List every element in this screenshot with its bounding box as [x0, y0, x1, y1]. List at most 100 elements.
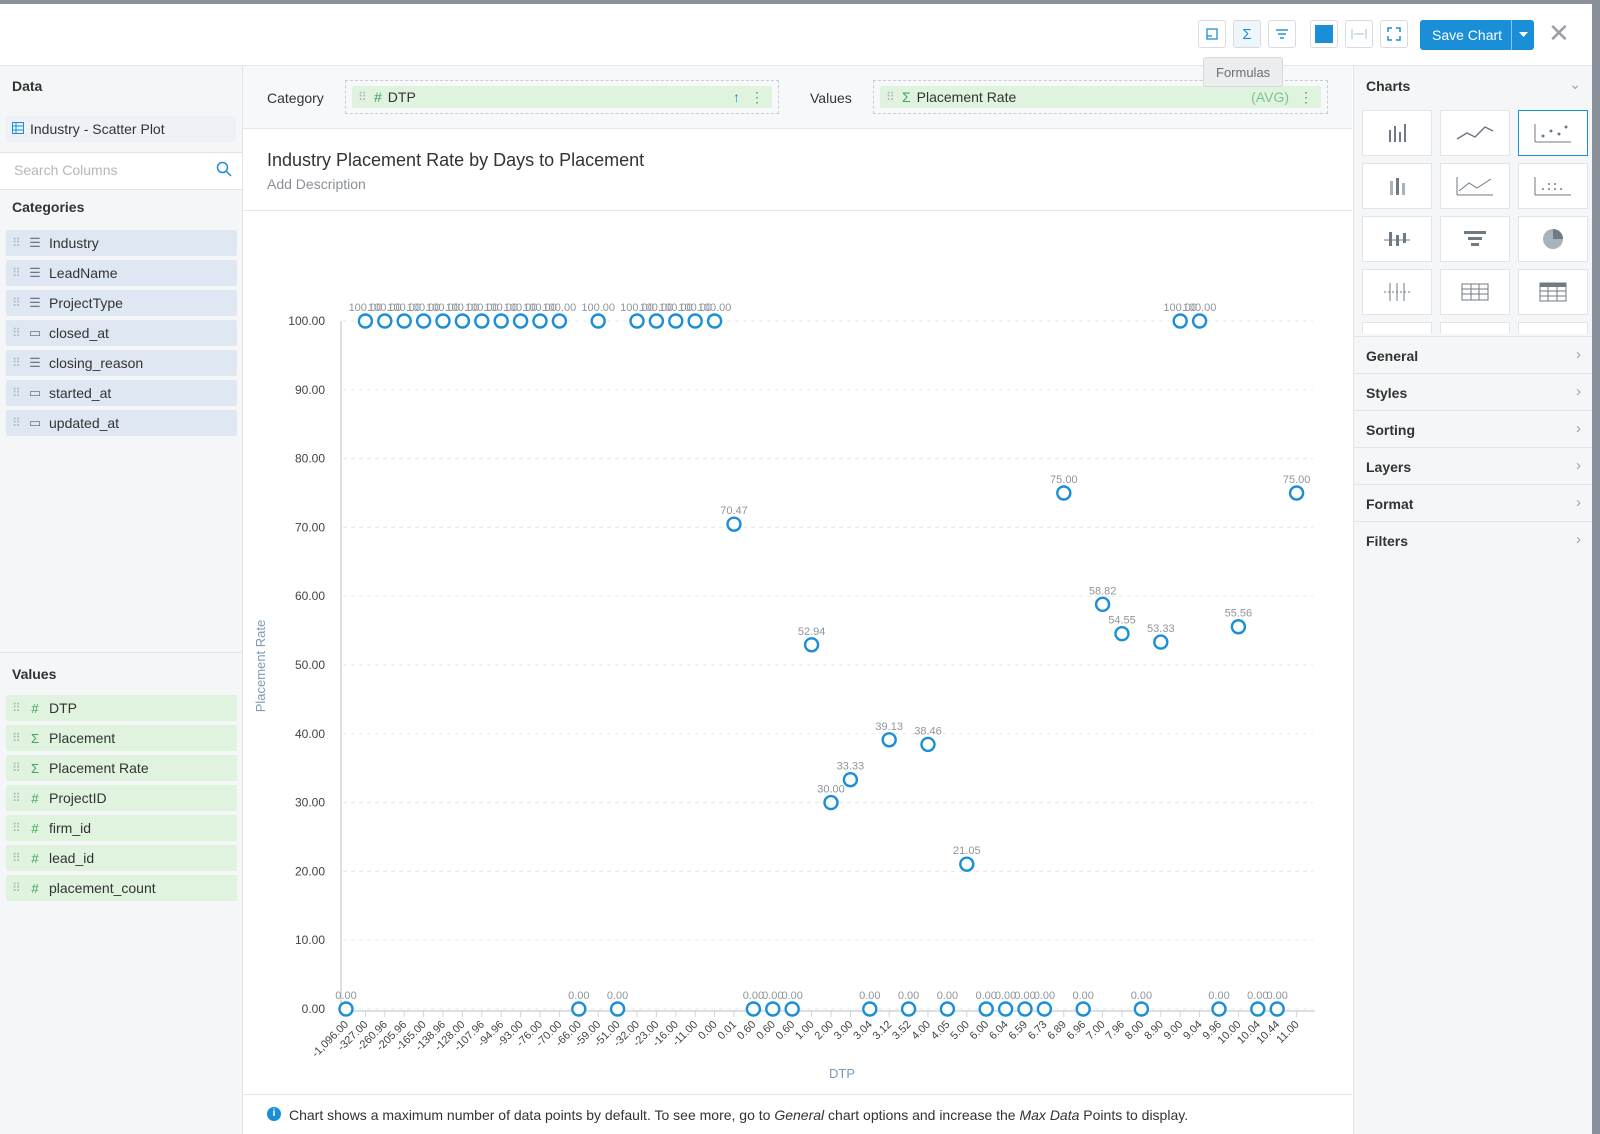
category-field-started-at[interactable]: ⠿ ▭ started_at	[6, 380, 237, 406]
more-options-icon[interactable]: ⋮	[750, 88, 764, 105]
chevron-down-icon[interactable]: ⌄	[1569, 76, 1581, 92]
category-field-projecttype[interactable]: ⠿ ☰ ProjectType	[6, 290, 237, 316]
category-field-leadname[interactable]: ⠿ ☰ LeadName	[6, 260, 237, 286]
error-bar-icon[interactable]	[1362, 269, 1432, 315]
drag-handle-icon[interactable]: ⠿	[12, 701, 21, 715]
x-tick-label: 2.00	[812, 1019, 836, 1043]
x-tick-label: 0.01	[715, 1019, 739, 1043]
category-field-closed-at[interactable]: ⠿ ▭ closed_at	[6, 320, 237, 346]
data-point	[1094, 596, 1111, 613]
drag-handle-icon[interactable]: ⠿	[12, 356, 21, 370]
section-filters[interactable]: Filters ›	[1354, 521, 1592, 559]
drag-handle-icon[interactable]: ⠿	[12, 326, 21, 340]
value-field-placement-rate[interactable]: ⠿ Σ Placement Rate	[6, 755, 237, 781]
aggregation-label[interactable]: (AVG)	[1251, 89, 1289, 105]
drag-handle-icon[interactable]: ⠿	[12, 791, 21, 805]
sort-ascending-icon[interactable]: ↑	[733, 89, 740, 105]
data-point	[590, 313, 606, 329]
section-styles[interactable]: Styles ›	[1354, 373, 1592, 411]
category-field-closing-reason[interactable]: ⠿ ☰ closing_reason	[6, 350, 237, 376]
data-point	[939, 1001, 956, 1017]
x-tick-label: 6.89	[1045, 1019, 1069, 1043]
scatter-chart-icon[interactable]	[1518, 110, 1588, 156]
category-field-updated-at[interactable]: ⠿ ▭ updated_at	[6, 410, 237, 436]
data-label: 75.00	[1050, 474, 1078, 486]
data-point	[377, 313, 393, 329]
close-icon[interactable]: ✕	[1548, 18, 1570, 48]
pie-chart-icon[interactable]	[1518, 216, 1588, 262]
drag-handle-icon[interactable]: ⠿	[12, 761, 21, 775]
category-pill[interactable]: ⠿ # DTP ↑ ⋮	[352, 86, 772, 108]
chart-type-tile-partial[interactable]	[1440, 322, 1510, 334]
fullscreen-icon[interactable]	[1380, 20, 1408, 48]
data-point	[512, 313, 529, 329]
section-sorting[interactable]: Sorting ›	[1354, 410, 1592, 448]
filter-icon[interactable]	[1268, 20, 1296, 48]
chart-title[interactable]: Industry Placement Rate by Days to Place…	[267, 150, 645, 170]
drag-handle-icon[interactable]: ⠿	[12, 296, 21, 310]
data-point	[454, 313, 471, 329]
box-plot-icon[interactable]	[1362, 216, 1432, 262]
line-chart-icon[interactable]	[1440, 110, 1510, 156]
drag-handle-icon[interactable]: ⠿	[12, 851, 21, 865]
data-point	[1250, 1001, 1266, 1017]
chart-type-tile-partial[interactable]	[1362, 322, 1432, 334]
categories-title: Categories	[12, 199, 85, 215]
drag-handle-icon[interactable]: ⠿	[12, 416, 21, 430]
dataset-selector[interactable]: Industry - Scatter Plot	[6, 116, 236, 142]
x-tick-label: 0.60	[754, 1019, 778, 1043]
drag-handle-icon[interactable]: ⠿	[358, 90, 367, 104]
data-label: 100.00	[407, 302, 441, 314]
section-layers[interactable]: Layers ›	[1354, 447, 1592, 485]
sigma-icon[interactable]: Σ	[1233, 20, 1261, 48]
chart-type-tile-partial[interactable]	[1518, 322, 1588, 334]
save-chart-button[interactable]: Save Chart	[1420, 20, 1534, 50]
data-label: 100.00	[640, 302, 674, 314]
drag-handle-icon[interactable]: ⠿	[12, 821, 21, 835]
category-dropzone[interactable]: ⠿ # DTP ↑ ⋮	[345, 80, 779, 114]
dot-matrix-icon[interactable]	[1518, 163, 1588, 209]
stacked-bar-icon[interactable]	[1362, 163, 1432, 209]
value-field-lead-id[interactable]: ⠿ # lead_id	[6, 845, 237, 871]
data-point	[357, 313, 374, 329]
chevron-right-icon: ›	[1576, 531, 1581, 548]
color-swatch-icon[interactable]	[1310, 20, 1338, 48]
bar-chart-icon[interactable]	[1362, 110, 1432, 156]
values-pill[interactable]: ⠿ Σ Placement Rate (AVG) ⋮	[880, 86, 1321, 108]
value-field-firm-id[interactable]: ⠿ # firm_id	[6, 815, 237, 841]
chart-description[interactable]: Add Description	[267, 176, 366, 192]
value-field-placement[interactable]: ⠿ Σ Placement	[6, 725, 237, 751]
data-point	[629, 313, 645, 329]
data-label: 100.00	[659, 302, 693, 314]
fit-width-icon[interactable]	[1345, 20, 1373, 48]
drag-handle-icon[interactable]: ⠿	[12, 386, 21, 400]
drag-handle-icon[interactable]: ⠿	[12, 266, 21, 280]
search-input[interactable]	[12, 161, 206, 179]
table-icon[interactable]	[1440, 269, 1510, 315]
category-field-industry[interactable]: ⠿ ☰ Industry	[6, 230, 237, 256]
data-point	[435, 313, 451, 329]
charts-panel: Charts ⌄ General › Styles › Sorting › Layers › F…	[1353, 66, 1592, 1134]
data-point	[396, 313, 412, 329]
funnel-icon[interactable]	[1440, 216, 1510, 262]
layout-icon[interactable]	[1198, 20, 1226, 48]
values-dropzone[interactable]: ⠿ Σ Placement Rate (AVG) ⋮	[873, 80, 1328, 114]
value-field-dtp[interactable]: ⠿ # DTP	[6, 695, 237, 721]
data-point	[997, 1001, 1014, 1017]
section-general[interactable]: General ›	[1354, 336, 1592, 374]
value-field-projectid[interactable]: ⠿ # ProjectID	[6, 785, 237, 811]
drag-handle-icon[interactable]: ⠿	[12, 731, 21, 745]
pivot-table-icon[interactable]	[1518, 269, 1588, 315]
drag-handle-icon[interactable]: ⠿	[12, 236, 21, 250]
value-field-placement-count[interactable]: ⠿ # placement_count	[6, 875, 237, 901]
save-dropdown-icon[interactable]	[1511, 20, 1534, 50]
section-format[interactable]: Format ›	[1354, 484, 1592, 522]
msg-part: Points to display.	[1079, 1107, 1189, 1123]
more-options-icon[interactable]: ⋮	[1299, 88, 1313, 105]
area-chart-icon[interactable]	[1440, 163, 1510, 209]
section-label: Layers	[1366, 459, 1412, 475]
drag-handle-icon[interactable]: ⠿	[12, 881, 21, 895]
search-icon[interactable]	[216, 161, 232, 182]
values-label: Values	[810, 90, 852, 106]
drag-handle-icon[interactable]: ⠿	[886, 90, 895, 104]
